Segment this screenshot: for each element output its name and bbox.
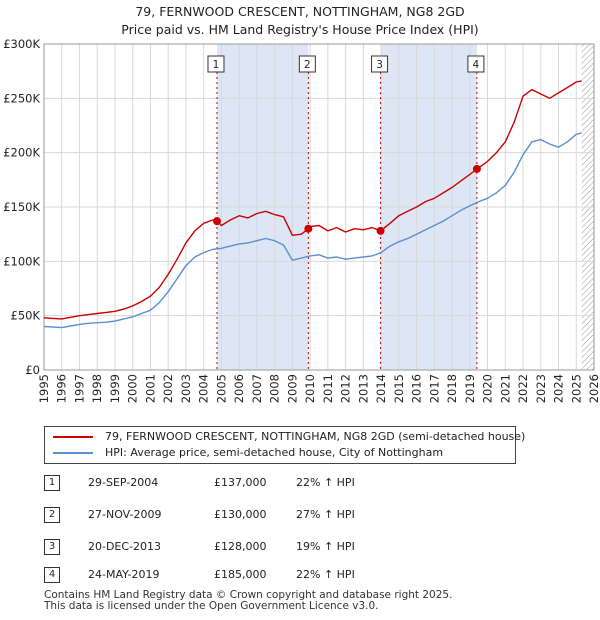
footer-licence: This data is licensed under the Open Gov…	[44, 600, 379, 612]
x-tick-label: 2001	[143, 374, 157, 403]
sale-number-box	[467, 55, 485, 73]
legend-swatch-property	[53, 436, 93, 438]
legend-label-property: 79, FERNWOOD CRESCENT, NOTTINGHAM, NG8 2…	[105, 430, 526, 443]
transaction-number: 2	[44, 507, 60, 523]
x-tick-label: 1999	[108, 374, 122, 403]
footer-copyright: Contains HM Land Registry data © Crown c…	[44, 589, 453, 601]
y-tick-label: £300K	[3, 37, 40, 51]
plot-border	[43, 43, 595, 371]
chart-title-line1: 79, FERNWOOD CRESCENT, NOTTINGHAM, NG8 2…	[135, 4, 465, 19]
x-tick-label: 2017	[427, 374, 441, 403]
transaction-price: £128,000	[214, 540, 267, 553]
x-tick-label: 1995	[37, 374, 51, 403]
sale-point	[376, 226, 385, 235]
x-tick-label: 2007	[250, 374, 264, 403]
x-tick-label: 2003	[179, 374, 193, 403]
sale-point	[212, 217, 221, 226]
transaction-date: 29-SEP-2004	[88, 476, 159, 489]
x-tick-label: 2020	[481, 374, 495, 403]
x-tick-label: 2019	[463, 374, 477, 403]
x-tick-label: 2022	[516, 374, 530, 403]
x-tick-label: 2016	[410, 374, 424, 403]
transaction-price: £185,000	[214, 568, 267, 581]
x-tick-label: 2024	[552, 374, 566, 403]
sale-point	[472, 164, 481, 173]
sale-number-label: 4	[473, 59, 480, 71]
sale-point	[304, 224, 313, 233]
transaction-hpi-change: 22% ↑ HPI	[296, 568, 355, 581]
sale-number-label: 3	[376, 59, 383, 71]
transaction-hpi-change: 27% ↑ HPI	[296, 508, 355, 521]
transaction-price: £137,000	[214, 476, 267, 489]
x-tick-label: 2006	[232, 374, 246, 403]
transaction-number: 3	[44, 539, 60, 555]
y-tick-label: £0	[25, 363, 40, 377]
transaction-hpi-change: 22% ↑ HPI	[296, 476, 355, 489]
legend: 79, FERNWOOD CRESCENT, NOTTINGHAM, NG8 2…	[44, 426, 525, 464]
y-tick-label: £150K	[3, 200, 40, 214]
x-tick-label: 1996	[55, 374, 69, 403]
legend-label-hpi: HPI: Average price, semi-detached house,…	[105, 446, 444, 459]
x-tick-label: 2004	[197, 374, 211, 403]
chart-title-line2: Price paid vs. HM Land Registry's House …	[121, 22, 479, 37]
hpi-line	[43, 132, 582, 329]
x-tick-label: 2002	[161, 374, 175, 403]
transaction-date: 20-DEC-2013	[88, 540, 162, 553]
sale-number-box	[298, 55, 316, 73]
x-tick-label: 2009	[285, 374, 299, 403]
transaction-number: 1	[44, 475, 60, 491]
x-tick-label: 2005	[214, 374, 228, 403]
transaction-hpi-change: 19% ↑ HPI	[296, 540, 355, 553]
x-tick-label: 2011	[321, 374, 335, 403]
sale-number-box	[207, 55, 225, 73]
x-tick-label: 2018	[445, 374, 459, 403]
y-tick-label: £250K	[3, 91, 40, 105]
y-tick-label: £100K	[3, 254, 40, 268]
x-tick-label: 2013	[356, 374, 370, 403]
x-tick-label: 2010	[303, 374, 317, 403]
y-tick-label: £200K	[3, 146, 40, 160]
x-tick-label: 2000	[126, 374, 140, 403]
x-tick-label: 2015	[392, 374, 406, 403]
x-tick-label: 2008	[268, 374, 282, 403]
x-tick-label: 2026	[587, 374, 600, 403]
x-tick-label: 2023	[534, 374, 548, 403]
legend-swatch-hpi	[53, 452, 93, 454]
x-tick-label: 2014	[374, 374, 388, 403]
x-tick-label: 1998	[90, 374, 104, 403]
sale-number-label: 1	[213, 59, 220, 71]
sale-number-label: 2	[304, 59, 311, 71]
x-tick-label: 1997	[72, 374, 86, 403]
transaction-date: 24-MAY-2019	[88, 568, 160, 581]
x-tick-label: 2012	[339, 374, 353, 403]
footer-notice: Contains HM Land Registry data © Crown c…	[44, 590, 452, 612]
x-tick-label: 2025	[569, 374, 583, 403]
transaction-price: £130,000	[214, 508, 267, 521]
transaction-date: 27-NOV-2009	[88, 508, 162, 521]
y-tick-label: £50K	[11, 309, 41, 323]
transaction-number: 4	[44, 567, 60, 583]
x-tick-label: 2021	[498, 374, 512, 403]
sale-number-box	[371, 55, 389, 73]
